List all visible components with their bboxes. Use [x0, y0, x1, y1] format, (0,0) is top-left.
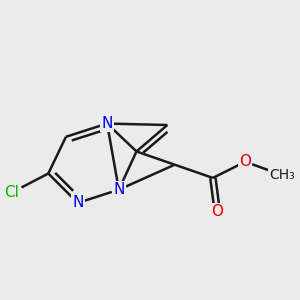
Text: N: N	[101, 116, 113, 131]
Text: N: N	[113, 182, 124, 197]
Text: Cl: Cl	[4, 185, 19, 200]
Text: O: O	[239, 154, 251, 169]
Text: N: N	[72, 195, 83, 210]
Text: CH₃: CH₃	[269, 168, 295, 182]
Text: O: O	[211, 204, 223, 219]
